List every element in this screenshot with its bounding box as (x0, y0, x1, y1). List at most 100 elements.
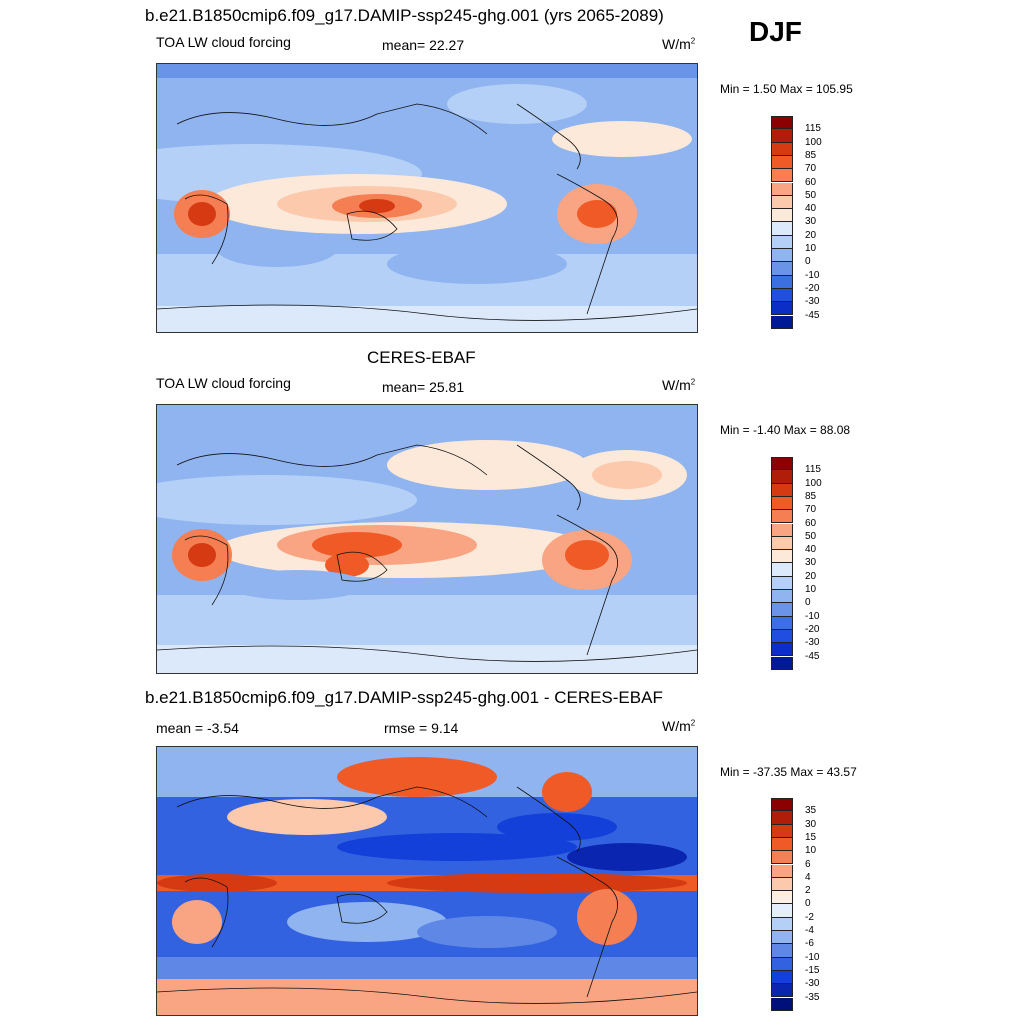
colorbar-level-label: 30 (805, 216, 817, 228)
colorbar-swatch (771, 209, 793, 223)
panel-1-map (156, 63, 698, 333)
colorbar-swatch (771, 997, 793, 1011)
colorbar-swatch (771, 904, 793, 918)
colorbar-swatch (771, 590, 793, 604)
colorbar-level-label: 0 (805, 898, 811, 910)
colorbar-level-label: 10 (805, 845, 817, 857)
colorbar-level-label: 0 (805, 597, 811, 609)
colorbar-swatch (771, 195, 793, 210)
colorbar-level-label: -4 (805, 925, 814, 936)
colorbar-swatch (771, 315, 793, 329)
colorbar-level-label: -30 (805, 978, 820, 990)
panel-3-rmse: rmse = 9.14 (384, 720, 459, 736)
colorbar-swatch (771, 616, 793, 630)
panel-3-minmax: Min = -37.35 Max = 43.57 (720, 765, 857, 779)
colorbar-swatch (771, 811, 793, 825)
panel-2-units: W/m2 (662, 377, 696, 393)
colorbar-level-label: 30 (805, 557, 817, 569)
colorbar-level-label: 4 (805, 871, 811, 883)
colorbar-level-label: 2 (805, 885, 811, 897)
colorbar-swatch (771, 824, 793, 838)
panel-1-variable-label: TOA LW cloud forcing (156, 34, 291, 50)
panel-1-colorbar: 115 100 85 70 60 50 40 30 20 10 0 -10 -20 -30 -45 (771, 116, 822, 329)
colorbar-level-label: 100 (805, 477, 822, 489)
colorbar-level-label: 50 (805, 189, 817, 201)
colorbar-level-label: -15 (805, 964, 820, 976)
colorbar-swatch (771, 142, 793, 156)
colorbar-swatch (771, 656, 793, 670)
colorbar-level-label: 15 (805, 831, 817, 843)
colorbar-level-label: 35 (805, 805, 817, 817)
colorbar-swatch (771, 262, 793, 276)
colorbar-level-label: 20 (805, 229, 817, 241)
colorbar-level-label: 60 (805, 517, 817, 529)
colorbar-swatch (771, 563, 793, 577)
colorbar-level-label: 50 (805, 530, 817, 542)
colorbar-swatch (771, 483, 793, 497)
colorbar-swatch (771, 510, 793, 524)
panel-1-minmax: Min = 1.50 Max = 105.95 (720, 82, 853, 96)
colorbar-swatch (771, 917, 793, 931)
colorbar-swatch (771, 536, 793, 551)
colorbar-level-label: -2 (805, 911, 814, 923)
colorbar-level-label: -30 (805, 296, 820, 308)
colorbar-level-label: -45 (805, 309, 820, 321)
colorbar-swatch (771, 931, 793, 945)
colorbar-level-label: 40 (805, 544, 817, 556)
colorbar-swatch (771, 235, 793, 249)
colorbar-swatch (771, 851, 793, 865)
colorbar-swatch (771, 222, 793, 236)
colorbar-swatch (771, 576, 793, 590)
panel-1-units: W/m2 (662, 36, 696, 52)
colorbar-level-label: 30 (805, 818, 817, 830)
colorbar-swatch (771, 129, 793, 143)
colorbar-level-label: 70 (805, 163, 817, 175)
panel-3-mean: mean = -3.54 (156, 720, 239, 736)
panel-3-colorbar: 35 30 15 10 6 4 2 0 -2 -4 -6 -10 -15 -30 -35 (771, 798, 819, 1011)
panel-3-title: b.e21.B1850cmip6.f09_g17.DAMIP-ssp245-gh… (145, 688, 663, 707)
colorbar-level-label: 40 (805, 203, 817, 215)
panel-3-map (156, 746, 698, 1016)
colorbar-level-label: 115 (805, 464, 821, 476)
colorbar-swatch (771, 470, 793, 484)
colorbar-swatch (771, 169, 793, 183)
colorbar-swatch (771, 603, 793, 617)
colorbar-level-label: 115 (805, 123, 821, 135)
colorbar-level-label: 60 (805, 176, 817, 188)
colorbar-swatch (771, 837, 793, 852)
colorbar-swatch (771, 457, 793, 471)
colorbar-level-label: 70 (805, 504, 817, 516)
colorbar-level-label: -20 (805, 623, 820, 635)
season-label: DJF (749, 16, 802, 47)
colorbar-level-label: 85 (805, 149, 817, 161)
panel-2-mean: mean= 25.81 (382, 379, 465, 395)
colorbar-swatch (771, 182, 793, 196)
colorbar-swatch (771, 302, 793, 316)
colorbar-level-label: 100 (805, 136, 822, 148)
colorbar-level-label: -10 (805, 269, 820, 281)
panel-2-variable-label: TOA LW cloud forcing (156, 375, 291, 391)
colorbar-level-label: 10 (805, 243, 817, 254)
panel-2-title: CERES-EBAF (367, 348, 476, 367)
colorbar-swatch (771, 798, 793, 812)
colorbar-level-label: -30 (805, 637, 820, 649)
panel-2-minmax: Min = -1.40 Max = 88.08 (720, 423, 851, 437)
colorbar-swatch (771, 891, 793, 905)
colorbar-level-label: 20 (805, 570, 817, 582)
panel-3-units: W/m2 (662, 718, 696, 734)
colorbar-level-label: -10 (805, 610, 820, 622)
colorbar-swatch (771, 957, 793, 971)
colorbar-level-label: 10 (805, 584, 817, 595)
colorbar-level-label: 85 (805, 490, 817, 502)
colorbar-swatch (771, 944, 793, 958)
colorbar-level-label: -20 (805, 282, 820, 294)
panel-2-colorbar: 115 100 85 70 60 50 40 30 20 10 0 -10 -20 -30 -45 (771, 457, 822, 670)
colorbar-swatch (771, 275, 793, 289)
colorbar-swatch (771, 116, 793, 130)
colorbar-swatch (771, 523, 793, 537)
colorbar-swatch (771, 864, 793, 878)
colorbar-swatch (771, 970, 793, 985)
colorbar-swatch (771, 288, 793, 303)
colorbar-level-label: -10 (805, 951, 820, 963)
panel-1-mean: mean= 22.27 (382, 37, 465, 53)
